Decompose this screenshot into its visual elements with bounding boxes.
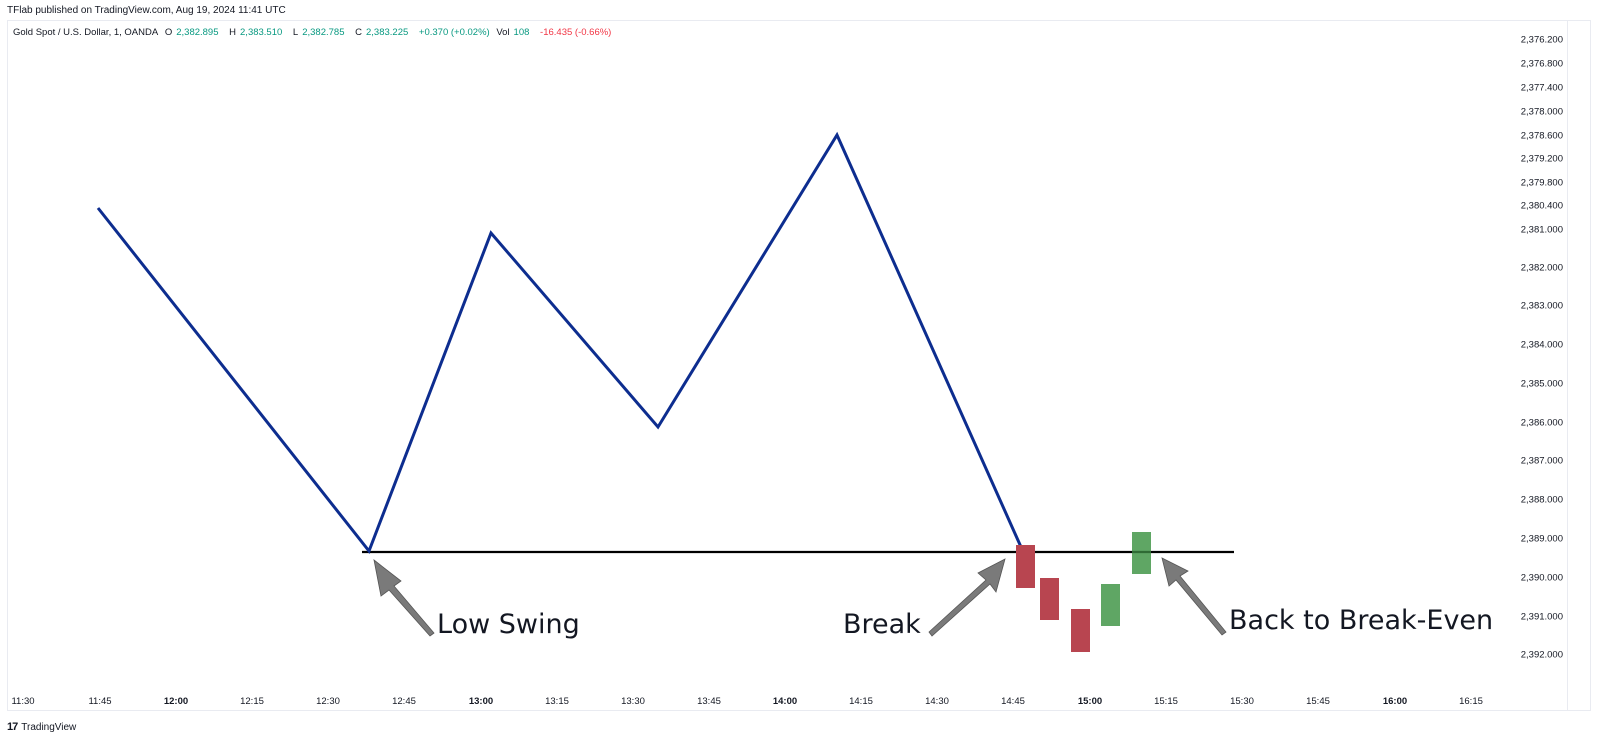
time-tick-label: 12:45 xyxy=(392,696,416,707)
symbol-legend: Gold Spot / U.S. Dollar, 1, OANDA O 2,382… xyxy=(13,27,615,38)
bullish-candle[interactable] xyxy=(1101,584,1120,626)
high-value: H 2,383.510 xyxy=(229,27,283,38)
time-tick-label: 15:30 xyxy=(1230,696,1254,707)
price-tick-label: 2,378.600 xyxy=(1520,130,1563,142)
price-tick-label: 2,378.000 xyxy=(1520,106,1563,118)
price-tick-label: 2,381.000 xyxy=(1520,224,1563,236)
price-tick-label: 2,390.000 xyxy=(1520,572,1563,584)
symbol-name[interactable]: Gold Spot / U.S. Dollar, 1, OANDA xyxy=(13,27,159,38)
break-even-label: Back to Break-Even xyxy=(1229,605,1494,636)
low-swing-label: Low Swing xyxy=(437,609,580,640)
open-value: O 2,382.895 xyxy=(164,27,219,38)
time-tick-label: 13:15 xyxy=(545,696,569,707)
tradingview-logo-icon: 17 xyxy=(7,721,18,733)
time-tick-label: 16:15 xyxy=(1459,696,1483,707)
time-tick-label: 15:15 xyxy=(1154,696,1178,707)
change-value: +0.370 (+0.02%) xyxy=(418,27,490,38)
price-tick-label: 2,382.000 xyxy=(1520,262,1563,274)
published-caption: TFlab published on TradingView.com, Aug … xyxy=(7,5,286,16)
time-tick-label: 15:00 xyxy=(1077,696,1103,707)
price-tick-label: 2,384.000 xyxy=(1520,339,1563,351)
time-tick-label: 12:30 xyxy=(316,696,340,707)
price-tick-label: 2,391.000 xyxy=(1520,611,1563,623)
price-tick-label: 2,387.000 xyxy=(1520,455,1563,467)
price-tick-label: 2,383.000 xyxy=(1520,300,1563,312)
low-value: L 2,382.785 xyxy=(292,27,345,38)
bearish-candle[interactable] xyxy=(1071,609,1090,652)
price-tick-label: 2,376.800 xyxy=(1520,58,1563,70)
price-axis-divider xyxy=(1567,20,1568,711)
price-tick-label: 2,392.000 xyxy=(1520,649,1563,661)
bearish-candle[interactable] xyxy=(1040,578,1059,620)
price-tick-label: 2,385.000 xyxy=(1520,378,1563,390)
tradingview-brand: TradingView xyxy=(21,721,77,733)
time-tick-label: 14:45 xyxy=(1001,696,1025,707)
tradingview-logo[interactable]: 17 TradingView xyxy=(7,721,76,733)
time-tick-label: 11:30 xyxy=(11,696,35,707)
low-swing-arrow-icon xyxy=(373,559,435,637)
close-value: C 2,383.225 xyxy=(355,27,409,38)
break-even-arrow-icon xyxy=(1161,557,1227,636)
break-label: Break xyxy=(843,609,921,640)
time-tick-label: 14:00 xyxy=(772,696,798,707)
time-tick-label: 13:45 xyxy=(697,696,721,707)
time-tick-label: 14:30 xyxy=(925,696,949,707)
price-tick-label: 2,386.000 xyxy=(1520,417,1563,429)
time-tick-label: 12:15 xyxy=(240,696,264,707)
break-arrow-icon xyxy=(928,558,1006,637)
time-axis-divider xyxy=(7,710,1567,711)
time-tick-label: 15:45 xyxy=(1306,696,1330,707)
price-tick-label: 2,380.400 xyxy=(1520,200,1563,212)
time-tick-label: 14:15 xyxy=(849,696,873,707)
time-tick-label: 11:45 xyxy=(88,696,112,707)
price-tick-label: 2,379.800 xyxy=(1520,177,1563,189)
price-tick-label: 2,376.200 xyxy=(1520,34,1563,46)
time-tick-label: 13:30 xyxy=(621,696,645,707)
zigzag-path[interactable] xyxy=(96,131,1023,554)
volume-value: Vol 108 xyxy=(496,27,530,38)
volume-change-value: -16.435 (-0.66%) xyxy=(540,27,612,38)
price-tick-label: 2,388.000 xyxy=(1520,494,1563,506)
time-tick-label: 13:00 xyxy=(468,696,494,707)
bearish-candle[interactable] xyxy=(1016,545,1035,588)
time-tick-label: 12:00 xyxy=(163,696,189,707)
price-tick-label: 2,389.000 xyxy=(1520,533,1563,545)
price-tick-label: 2,379.200 xyxy=(1520,153,1563,165)
chart-frame[interactable] xyxy=(7,20,1591,711)
price-tick-label: 2,377.400 xyxy=(1520,82,1563,94)
time-tick-label: 16:00 xyxy=(1382,696,1408,707)
